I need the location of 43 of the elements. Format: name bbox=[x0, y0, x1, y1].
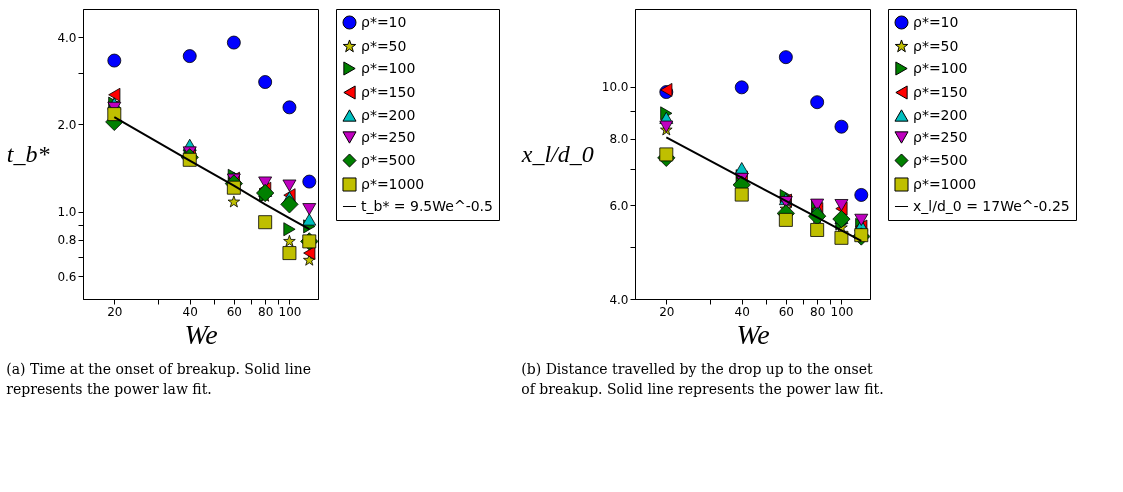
x-tick-label: 40 bbox=[182, 304, 198, 319]
legend-label: t_b* = 9.5We^-0.5 bbox=[361, 197, 493, 214]
legend-label: ρ*=50 bbox=[361, 37, 407, 54]
legend-label: ρ*=250 bbox=[361, 128, 416, 145]
y-tick-label: 4.0 bbox=[609, 292, 629, 307]
text: (a) Time at the onset of breakup. Solid line represents the power law fit. bbox=[6, 361, 311, 397]
x-axis-title: We bbox=[736, 318, 770, 350]
legend-label: ρ*=1000 bbox=[913, 175, 977, 192]
legend-label: ρ*=50 bbox=[913, 37, 959, 54]
x-tick-label: 100 bbox=[830, 304, 854, 319]
legend-label: ρ*=100 bbox=[361, 59, 416, 76]
y-axis-title: x_l/d_0 bbox=[520, 140, 594, 167]
y-tick-label: 0.8 bbox=[57, 233, 77, 248]
legend-label: x_l/d_0 = 17We^-0.25 bbox=[913, 197, 1070, 214]
legend-label: ρ*=1000 bbox=[361, 175, 425, 192]
x-tick-label: 20 bbox=[659, 304, 675, 319]
text: (b) Distance travelled by the drop up to the onset of breakup. Solid line represents the power law fit. bbox=[521, 361, 884, 397]
y-tick-label: 2.0 bbox=[57, 117, 77, 132]
legend-label: ρ*=500 bbox=[913, 151, 968, 168]
y-tick-label: 10.0 bbox=[601, 80, 629, 95]
legend-label: ρ*=10 bbox=[361, 13, 407, 30]
y-tick-label: 1.0 bbox=[57, 205, 77, 220]
x-tick-label: 40 bbox=[734, 304, 750, 319]
x-tick-label: 100 bbox=[278, 304, 302, 319]
x-tick-label: 80 bbox=[810, 304, 826, 319]
x-tick-label: 60 bbox=[226, 304, 242, 319]
legend-label: ρ*=500 bbox=[361, 151, 416, 168]
x-axis-title: We bbox=[184, 318, 218, 350]
x-tick-label: 20 bbox=[107, 304, 123, 319]
legend-label: ρ*=150 bbox=[913, 83, 968, 100]
y-tick-label: 8.0 bbox=[609, 132, 629, 147]
x-tick-label: 80 bbox=[258, 304, 274, 319]
legend-label: ρ*=200 bbox=[361, 106, 416, 123]
y-tick-label: 6.0 bbox=[609, 198, 629, 213]
legend-label: ρ*=100 bbox=[913, 59, 968, 76]
legend-label: ρ*=200 bbox=[913, 106, 968, 123]
legend-label: ρ*=150 bbox=[361, 83, 416, 100]
x-tick-label: 60 bbox=[778, 304, 794, 319]
y-axis-title: t_b* bbox=[6, 140, 50, 167]
y-tick-label: 4.0 bbox=[57, 30, 77, 45]
y-tick-label: 0.6 bbox=[57, 269, 77, 284]
legend-label: ρ*=10 bbox=[913, 13, 959, 30]
legend-label: ρ*=250 bbox=[913, 128, 968, 145]
